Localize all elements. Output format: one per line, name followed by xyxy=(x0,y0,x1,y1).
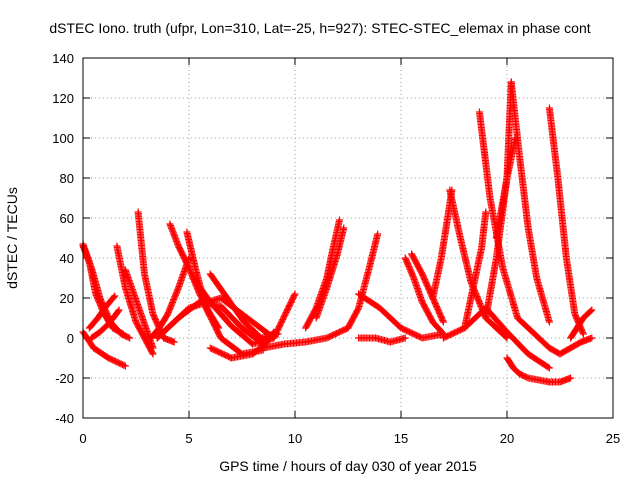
series-24 xyxy=(408,250,447,326)
data-point xyxy=(290,291,298,299)
data-point xyxy=(544,363,552,371)
chart-title: dSTEC Iono. truth (ufpr, Lon=310, Lat=-2… xyxy=(49,20,590,36)
data-point xyxy=(111,292,119,300)
data-point xyxy=(579,330,587,338)
series-33 xyxy=(492,134,519,242)
y-tick-label: 80 xyxy=(60,171,74,186)
y-tick-label: 140 xyxy=(52,51,74,66)
data-point xyxy=(121,362,129,370)
y-tick-label: -40 xyxy=(55,411,74,426)
y-tick-label: 120 xyxy=(52,91,74,106)
series-31 xyxy=(507,78,553,326)
data-point xyxy=(340,224,348,232)
series-27 xyxy=(439,304,553,372)
x-tick-labels: 0 5 10 15 20 25 xyxy=(79,431,620,446)
data-point xyxy=(374,230,382,238)
y-tick-label: 60 xyxy=(60,211,74,226)
data-point xyxy=(148,349,156,357)
x-tick-label: 15 xyxy=(394,431,408,446)
data-point xyxy=(439,318,447,326)
data-point xyxy=(587,307,595,315)
plot-frame xyxy=(82,57,614,419)
data-point xyxy=(124,333,132,341)
data-point xyxy=(588,306,596,314)
data-point xyxy=(545,318,553,326)
y-tick-label: 40 xyxy=(60,251,74,266)
x-tick-label: 20 xyxy=(500,431,514,446)
data-point xyxy=(336,216,344,224)
series-18 xyxy=(302,216,344,332)
series-28 xyxy=(461,208,490,332)
series-36 xyxy=(567,306,596,342)
x-axis-label: GPS time / hours of day 030 of year 2015 xyxy=(219,458,477,474)
y-tick-labels: -40 -20 0 20 40 60 80 100 120 140 xyxy=(52,51,74,426)
series-5 xyxy=(85,292,119,332)
grid-lines xyxy=(82,57,614,419)
data-points xyxy=(79,78,596,386)
data-point xyxy=(439,317,447,325)
series-32 xyxy=(503,354,553,386)
series-14 xyxy=(206,270,282,342)
series-34 xyxy=(545,104,587,338)
series-35 xyxy=(545,374,575,386)
y-tick-label: 20 xyxy=(60,291,74,306)
series-22 xyxy=(355,334,409,346)
x-tick-label: 25 xyxy=(606,431,620,446)
data-point xyxy=(149,344,157,352)
data-point xyxy=(126,334,134,342)
series-16 xyxy=(153,290,299,342)
series-23 xyxy=(401,254,447,338)
data-point xyxy=(482,208,490,216)
y-axis-label: dSTEC / TECUs xyxy=(4,187,20,289)
series-37 xyxy=(535,334,596,358)
data-point xyxy=(567,374,575,382)
data-point xyxy=(291,290,299,298)
y-tick-label: 100 xyxy=(52,131,74,146)
x-tick-label: 10 xyxy=(288,431,302,446)
y-tick-label: 0 xyxy=(67,331,74,346)
data-point xyxy=(114,307,122,315)
data-point xyxy=(579,329,587,337)
series-1 xyxy=(79,328,129,370)
series-29 xyxy=(475,108,543,342)
series-4 xyxy=(87,306,123,342)
data-point xyxy=(110,293,118,301)
x-tick-label: 0 xyxy=(79,431,86,446)
data-point xyxy=(115,306,123,314)
data-point xyxy=(511,134,519,142)
data-point xyxy=(149,350,157,358)
data-point xyxy=(120,361,128,369)
series-19 xyxy=(312,224,348,322)
data-point xyxy=(545,364,553,372)
data-point xyxy=(588,334,596,342)
data-point xyxy=(438,329,446,337)
y-tick-label: -20 xyxy=(55,371,74,386)
data-point xyxy=(401,334,409,342)
x-tick-label: 5 xyxy=(185,431,192,446)
series-21 xyxy=(355,290,447,342)
data-point xyxy=(170,338,178,346)
series-20 xyxy=(344,230,382,332)
